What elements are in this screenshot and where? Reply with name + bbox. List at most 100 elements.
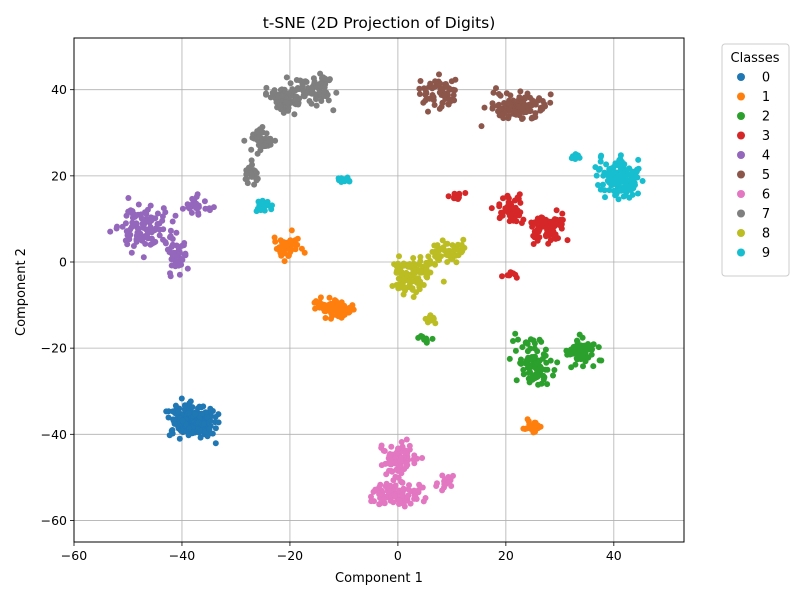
series-5 — [416, 71, 554, 130]
point-4 — [195, 209, 202, 216]
point-5 — [501, 100, 508, 106]
point-5 — [493, 85, 499, 92]
point-3 — [553, 207, 560, 214]
point-2 — [595, 344, 602, 351]
point-4 — [154, 210, 161, 217]
point-1 — [522, 426, 529, 432]
point-6 — [402, 449, 408, 456]
legend-marker-4 — [737, 151, 745, 159]
point-2 — [538, 380, 545, 387]
point-6 — [378, 442, 385, 449]
point-7 — [284, 100, 291, 107]
point-4 — [193, 200, 200, 207]
point-3 — [462, 190, 469, 196]
point-9 — [600, 181, 606, 188]
legend-label-0: 0 — [762, 71, 770, 86]
point-6 — [376, 491, 383, 498]
point-1 — [313, 298, 319, 305]
point-6 — [383, 471, 390, 478]
point-6 — [419, 455, 426, 461]
point-4 — [147, 214, 154, 221]
point-2 — [513, 377, 520, 384]
point-3 — [543, 219, 549, 226]
point-4 — [179, 205, 186, 212]
series-4 — [107, 191, 217, 280]
point-6 — [405, 486, 412, 493]
point-1 — [324, 305, 331, 312]
point-9 — [606, 187, 613, 194]
point-0 — [207, 405, 214, 412]
point-0 — [178, 395, 185, 402]
point-2 — [415, 334, 422, 341]
point-4 — [206, 205, 213, 212]
point-1 — [322, 315, 329, 321]
point-0 — [215, 419, 222, 426]
point-8 — [424, 262, 431, 269]
x-tick-label: 20 — [498, 548, 514, 563]
point-7 — [313, 102, 320, 109]
point-8 — [451, 252, 458, 258]
x-tick-label: −40 — [169, 548, 195, 563]
point-8 — [393, 262, 400, 269]
x-tick-label: −20 — [277, 548, 303, 563]
legend-label-5: 5 — [762, 168, 770, 183]
point-7 — [313, 96, 319, 103]
point-6 — [400, 485, 407, 492]
point-1 — [277, 244, 284, 250]
point-7 — [285, 90, 292, 97]
x-axis-label: Component 1 — [335, 571, 423, 586]
point-2 — [510, 338, 516, 344]
point-5 — [431, 83, 438, 90]
point-9 — [592, 164, 599, 171]
point-9 — [344, 174, 351, 181]
point-7 — [248, 157, 255, 164]
point-9 — [603, 161, 610, 168]
point-6 — [405, 492, 412, 499]
point-2 — [526, 379, 533, 386]
point-9 — [595, 182, 601, 188]
point-0 — [204, 433, 211, 440]
point-8 — [417, 258, 424, 265]
point-2 — [572, 361, 579, 368]
point-5 — [505, 100, 512, 107]
point-8 — [400, 291, 407, 298]
point-4 — [140, 254, 147, 261]
point-2 — [540, 372, 547, 379]
point-1 — [294, 241, 301, 248]
legend-marker-3 — [737, 131, 745, 140]
point-3 — [536, 234, 543, 241]
legend-label-2: 2 — [762, 110, 770, 125]
point-8 — [430, 314, 437, 321]
point-4 — [169, 218, 176, 225]
legend-label-3: 3 — [762, 129, 770, 144]
point-7 — [333, 89, 340, 96]
point-4 — [143, 210, 150, 217]
point-8 — [433, 248, 440, 255]
point-2 — [522, 360, 529, 367]
point-8 — [425, 253, 432, 260]
point-8 — [434, 253, 441, 259]
point-4 — [201, 198, 208, 205]
point-2 — [547, 357, 554, 364]
point-0 — [200, 420, 207, 427]
x-tick-label: 40 — [606, 548, 622, 563]
point-3 — [549, 224, 556, 231]
point-7 — [304, 89, 311, 96]
point-5 — [539, 106, 546, 113]
point-7 — [309, 90, 315, 97]
point-7 — [245, 164, 252, 171]
point-6 — [376, 500, 383, 507]
point-5 — [547, 99, 554, 106]
point-3 — [499, 273, 505, 280]
point-8 — [443, 248, 449, 255]
point-6 — [388, 468, 395, 474]
legend-marker-9 — [737, 248, 745, 257]
point-8 — [398, 272, 405, 278]
point-8 — [458, 242, 465, 248]
chart-title: t-SNE (2D Projection of Digits) — [263, 14, 496, 32]
point-2 — [590, 363, 597, 370]
point-7 — [241, 137, 248, 144]
point-0 — [186, 425, 193, 432]
point-3 — [508, 212, 515, 218]
